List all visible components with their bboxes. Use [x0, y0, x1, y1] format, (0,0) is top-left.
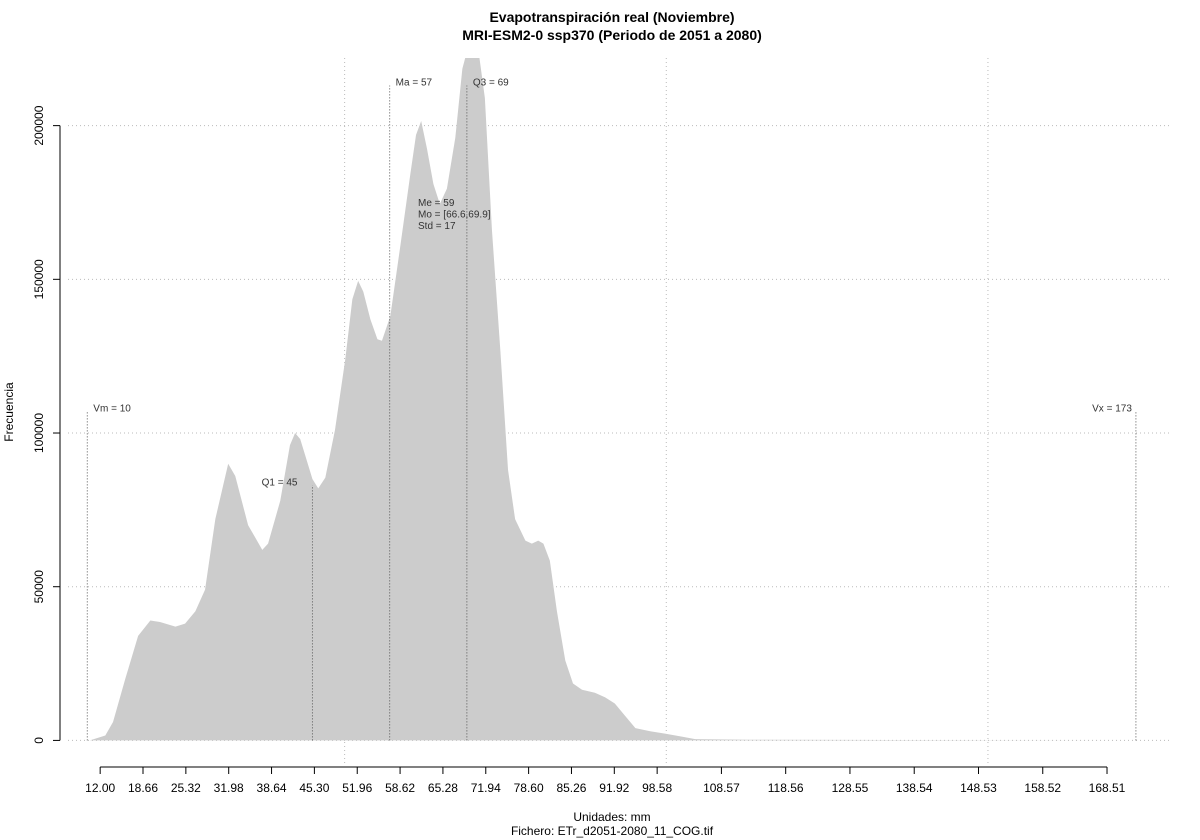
y-axis-label: Frecuencia — [2, 382, 16, 442]
x-tick-label: 78.60 — [514, 781, 544, 795]
stat-label: Ma = 57 — [396, 78, 433, 89]
stat-label: Vx = 173 — [1092, 404, 1132, 415]
density-area — [89, 58, 1131, 741]
y-tick-label: 200000 — [32, 105, 46, 145]
y-tick-label: 100000 — [32, 413, 46, 453]
x-tick-label: 12.00 — [85, 781, 115, 795]
x-tick-label: 91.92 — [599, 781, 629, 795]
x-tick-label: 148.53 — [960, 781, 997, 795]
x-tick-label: 158.52 — [1024, 781, 1061, 795]
x-tick-label: 58.62 — [385, 781, 415, 795]
x-tick-label: 45.30 — [299, 781, 329, 795]
x-tick-label: 38.64 — [257, 781, 287, 795]
x-tick-label: 25.32 — [171, 781, 201, 795]
x-axis-label: Unidades: mm — [573, 810, 650, 824]
x-tick-label: 71.94 — [471, 781, 501, 795]
y-tick-label: 150000 — [32, 259, 46, 299]
x-tick-label: 18.66 — [128, 781, 158, 795]
x-tick-label: 168.51 — [1089, 781, 1126, 795]
x-tick-label: 128.55 — [832, 781, 869, 795]
caption: Fichero: ETr_d2051-2080_11_COG.tif — [511, 824, 714, 838]
stat-label: Q3 = 69 — [473, 78, 509, 89]
x-tick-label: 65.28 — [428, 781, 458, 795]
x-tick-label: 118.56 — [768, 781, 804, 795]
chart-subtitle: MRI-ESM2-0 ssp370 (Periodo de 2051 a 208… — [462, 27, 762, 43]
stat-summary: Std = 17 — [418, 221, 456, 232]
plot-area — [89, 58, 1131, 741]
y-tick-label: 50000 — [32, 570, 46, 604]
x-tick-label: 51.96 — [342, 781, 372, 795]
x-tick-label: 31.98 — [214, 781, 244, 795]
stat-summary: Me = 59 — [418, 198, 455, 209]
stat-summary: Mo = [66.6,69.9] — [418, 210, 491, 221]
x-tick-label: 98.58 — [642, 781, 672, 795]
stat-label: Vm = 10 — [93, 404, 131, 415]
y-tick-label: 0 — [32, 737, 46, 744]
chart-title: Evapotranspiración real (Noviembre) — [489, 9, 734, 25]
x-tick-label: 138.54 — [896, 781, 933, 795]
stat-label: Q1 = 45 — [262, 477, 298, 488]
x-tick-label: 85.26 — [556, 781, 586, 795]
x-tick-label: 108.57 — [703, 781, 740, 795]
